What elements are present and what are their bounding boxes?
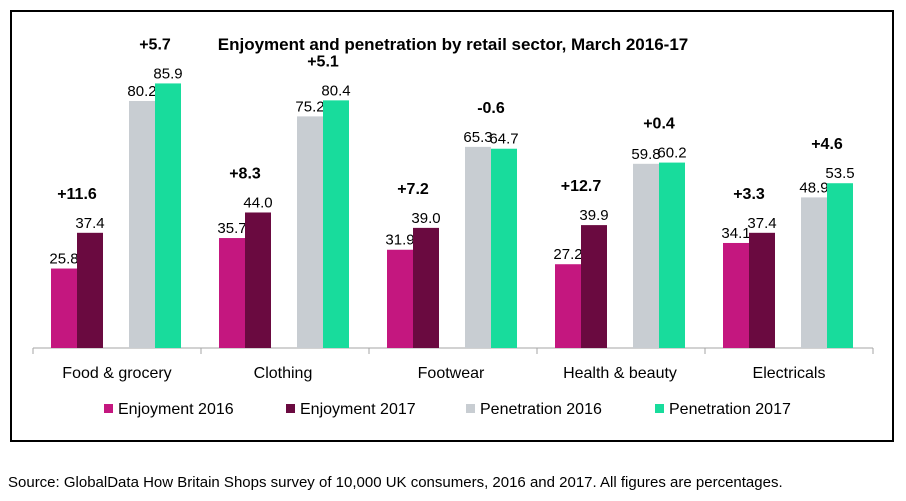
value-label: 60.2 — [657, 145, 686, 162]
penetration-change-label: +5.7 — [139, 36, 171, 53]
enjoyment-change-label: +12.7 — [561, 178, 602, 195]
category-label: Electricals — [753, 365, 826, 382]
value-label: 31.9 — [385, 232, 414, 249]
legend-swatch-2 — [466, 404, 475, 413]
value-label: 39.0 — [411, 210, 440, 227]
bar-3-0 — [155, 83, 181, 348]
bar-1-3 — [581, 225, 607, 348]
legend-swatch-1 — [286, 404, 295, 413]
bar-2-3 — [633, 163, 659, 348]
bar-2-4 — [801, 197, 827, 348]
legend-label: Penetration 2016 — [480, 401, 602, 418]
penetration-change-label: -0.6 — [477, 100, 505, 117]
bar-3-2 — [491, 148, 517, 348]
bar-1-0 — [77, 232, 103, 348]
value-label: 59.8 — [631, 146, 660, 163]
value-label: 44.0 — [243, 194, 272, 211]
category-label: Health & beauty — [563, 365, 677, 382]
value-label: 37.4 — [747, 215, 776, 232]
category-label: Food & grocery — [62, 365, 171, 382]
bar-3-4 — [827, 183, 853, 348]
bar-3-3 — [659, 162, 685, 348]
value-label: 37.4 — [75, 215, 104, 232]
value-label: 34.1 — [721, 225, 750, 242]
source-note: Source: GlobalData How Britain Shops sur… — [8, 474, 783, 491]
chart-title: Enjoyment and penetration by retail sect… — [218, 35, 689, 54]
value-label: 64.7 — [489, 131, 518, 148]
value-label: 75.2 — [295, 98, 324, 115]
bar-0-3 — [555, 264, 581, 348]
value-label: 80.4 — [321, 82, 350, 99]
bar-1-1 — [245, 212, 271, 348]
value-label: 65.3 — [463, 129, 492, 146]
value-label: 53.5 — [825, 165, 854, 182]
value-label: 27.2 — [553, 246, 582, 263]
bar-1-4 — [749, 232, 775, 348]
bar-1-2 — [413, 227, 439, 348]
value-label: 85.9 — [153, 65, 182, 82]
penetration-change-label: +4.6 — [811, 136, 843, 153]
category-label: Footwear — [418, 365, 485, 382]
enjoyment-change-label: +3.3 — [733, 186, 765, 203]
bar-2-1 — [297, 116, 323, 348]
enjoyment-change-label: +8.3 — [229, 165, 261, 182]
bar-0-0 — [51, 268, 77, 348]
value-label: 35.7 — [217, 220, 246, 237]
legend-label: Penetration 2017 — [669, 401, 791, 418]
bar-0-2 — [387, 249, 413, 348]
bar-0-4 — [723, 242, 749, 348]
bar-2-2 — [465, 146, 491, 348]
bar-3-1 — [323, 100, 349, 348]
enjoyment-change-label: +11.6 — [57, 186, 97, 203]
bar-2-0 — [129, 100, 155, 348]
legend-swatch-0 — [104, 404, 113, 413]
value-label: 39.9 — [579, 207, 608, 224]
legend-label: Enjoyment 2016 — [118, 401, 234, 418]
enjoyment-change-label: +7.2 — [397, 181, 429, 198]
penetration-change-label: +5.1 — [307, 53, 339, 70]
legend-label: Enjoyment 2017 — [300, 401, 416, 418]
legend-swatch-3 — [655, 404, 664, 413]
value-label: 48.9 — [799, 179, 828, 196]
value-label: 25.8 — [49, 251, 78, 268]
penetration-change-label: +0.4 — [643, 116, 675, 133]
category-label: Clothing — [254, 365, 313, 382]
bar-0-1 — [219, 238, 245, 348]
value-label: 80.2 — [127, 83, 156, 100]
